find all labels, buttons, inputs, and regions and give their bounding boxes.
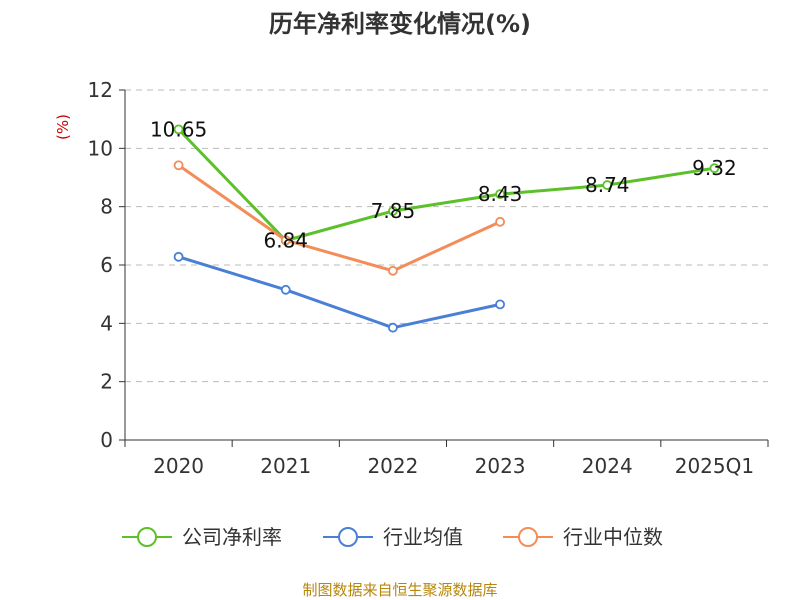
source-note: 制图数据来自恒生聚源数据库 — [302, 581, 497, 599]
y-tick-label: 8 — [100, 195, 113, 219]
chart-title: 历年净利率变化情况(%) — [269, 10, 531, 38]
series-line-行业均值 — [177, 255, 502, 330]
data-point[interactable] — [280, 284, 291, 295]
data-label: 8.43 — [478, 182, 523, 206]
axes: 0 2 4 6 8 10 12 2020 2021 2022 2023 2024 2025Q1 — [88, 78, 769, 478]
legend-marker — [137, 527, 157, 547]
data-point[interactable] — [495, 299, 505, 310]
x-tick-label: 2022 — [367, 454, 418, 478]
y-tick-label: 6 — [100, 253, 113, 277]
data-point[interactable] — [280, 235, 291, 246]
legend-label[interactable]: 行业均值 — [383, 525, 463, 549]
y-tick-label: 4 — [100, 311, 113, 335]
y-tick-label: 2 — [100, 370, 113, 394]
series-layer — [173, 124, 720, 333]
x-tick-label: 2024 — [582, 454, 633, 478]
data-point[interactable] — [173, 251, 184, 262]
legend-label[interactable]: 行业中位数 — [563, 525, 663, 549]
x-tick-label: 2021 — [260, 454, 311, 478]
x-tick-label: 2023 — [475, 454, 526, 478]
x-tick-label: 2020 — [153, 454, 204, 478]
series-line-行业中位数 — [177, 163, 502, 273]
data-point[interactable] — [173, 124, 184, 135]
grid-lines — [125, 89, 768, 383]
data-point[interactable] — [173, 160, 184, 171]
data-label: 10.65 — [150, 117, 207, 141]
data-label: 7.85 — [371, 199, 416, 223]
series-line-公司净利率 — [177, 127, 716, 242]
data-point[interactable] — [602, 180, 613, 190]
legend-marker — [338, 527, 358, 547]
data-point[interactable] — [388, 206, 398, 216]
y-axis-unit: (%) — [54, 114, 72, 140]
data-point[interactable] — [495, 189, 505, 200]
y-tick-label: 0 — [100, 428, 113, 452]
data-labels: 10.65 6.84 7.85 8.43 8.74 9.32 — [150, 117, 737, 252]
data-label: 8.74 — [585, 173, 630, 197]
legend[interactable]: 公司净利率 行业均值 行业中位数 — [122, 525, 663, 549]
y-tick-label: 12 — [88, 78, 113, 102]
data-point[interactable] — [709, 163, 720, 174]
y-tick-label: 10 — [88, 136, 113, 160]
legend-label[interactable]: 公司净利率 — [182, 525, 282, 549]
data-label: 9.32 — [692, 156, 737, 180]
data-point[interactable] — [388, 265, 398, 276]
data-label: 6.84 — [263, 229, 308, 253]
legend-marker — [518, 527, 538, 547]
data-point[interactable] — [388, 322, 398, 333]
data-point[interactable] — [495, 216, 505, 227]
x-tick-label: 2025Q1 — [675, 454, 754, 478]
